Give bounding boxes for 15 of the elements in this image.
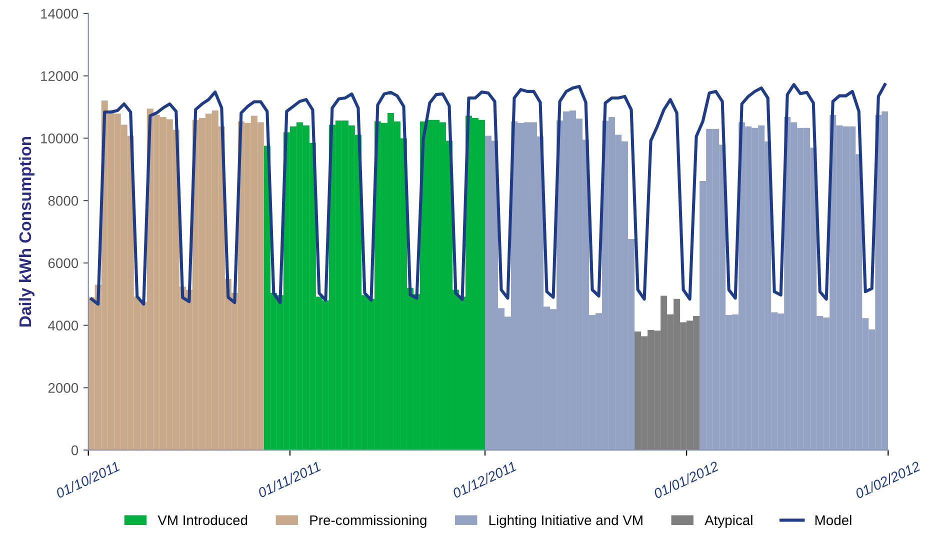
y-tick-label: 6000 bbox=[48, 258, 78, 268]
legend-label: Pre-commissioning bbox=[310, 514, 426, 528]
y-tick-label: 10000 bbox=[41, 134, 78, 144]
y-tick-label: 4000 bbox=[48, 320, 78, 330]
y-tick-label: 2000 bbox=[48, 383, 78, 393]
y-tick-label: 8000 bbox=[48, 196, 78, 206]
line-series bbox=[90, 83, 886, 306]
y-tick-label: 12000 bbox=[41, 71, 78, 82]
legend-label: Atypical bbox=[704, 514, 752, 528]
legend-label: Lighting Initiative and VM bbox=[489, 514, 642, 528]
y-tick-label: 14000 bbox=[41, 8, 78, 19]
y-axis-title: Daily kWh Consumption bbox=[18, 136, 34, 326]
legend-label: Model bbox=[815, 514, 852, 526]
y-tick-label: 0 bbox=[71, 445, 78, 456]
legend-label: VM Introduced bbox=[158, 514, 248, 526]
